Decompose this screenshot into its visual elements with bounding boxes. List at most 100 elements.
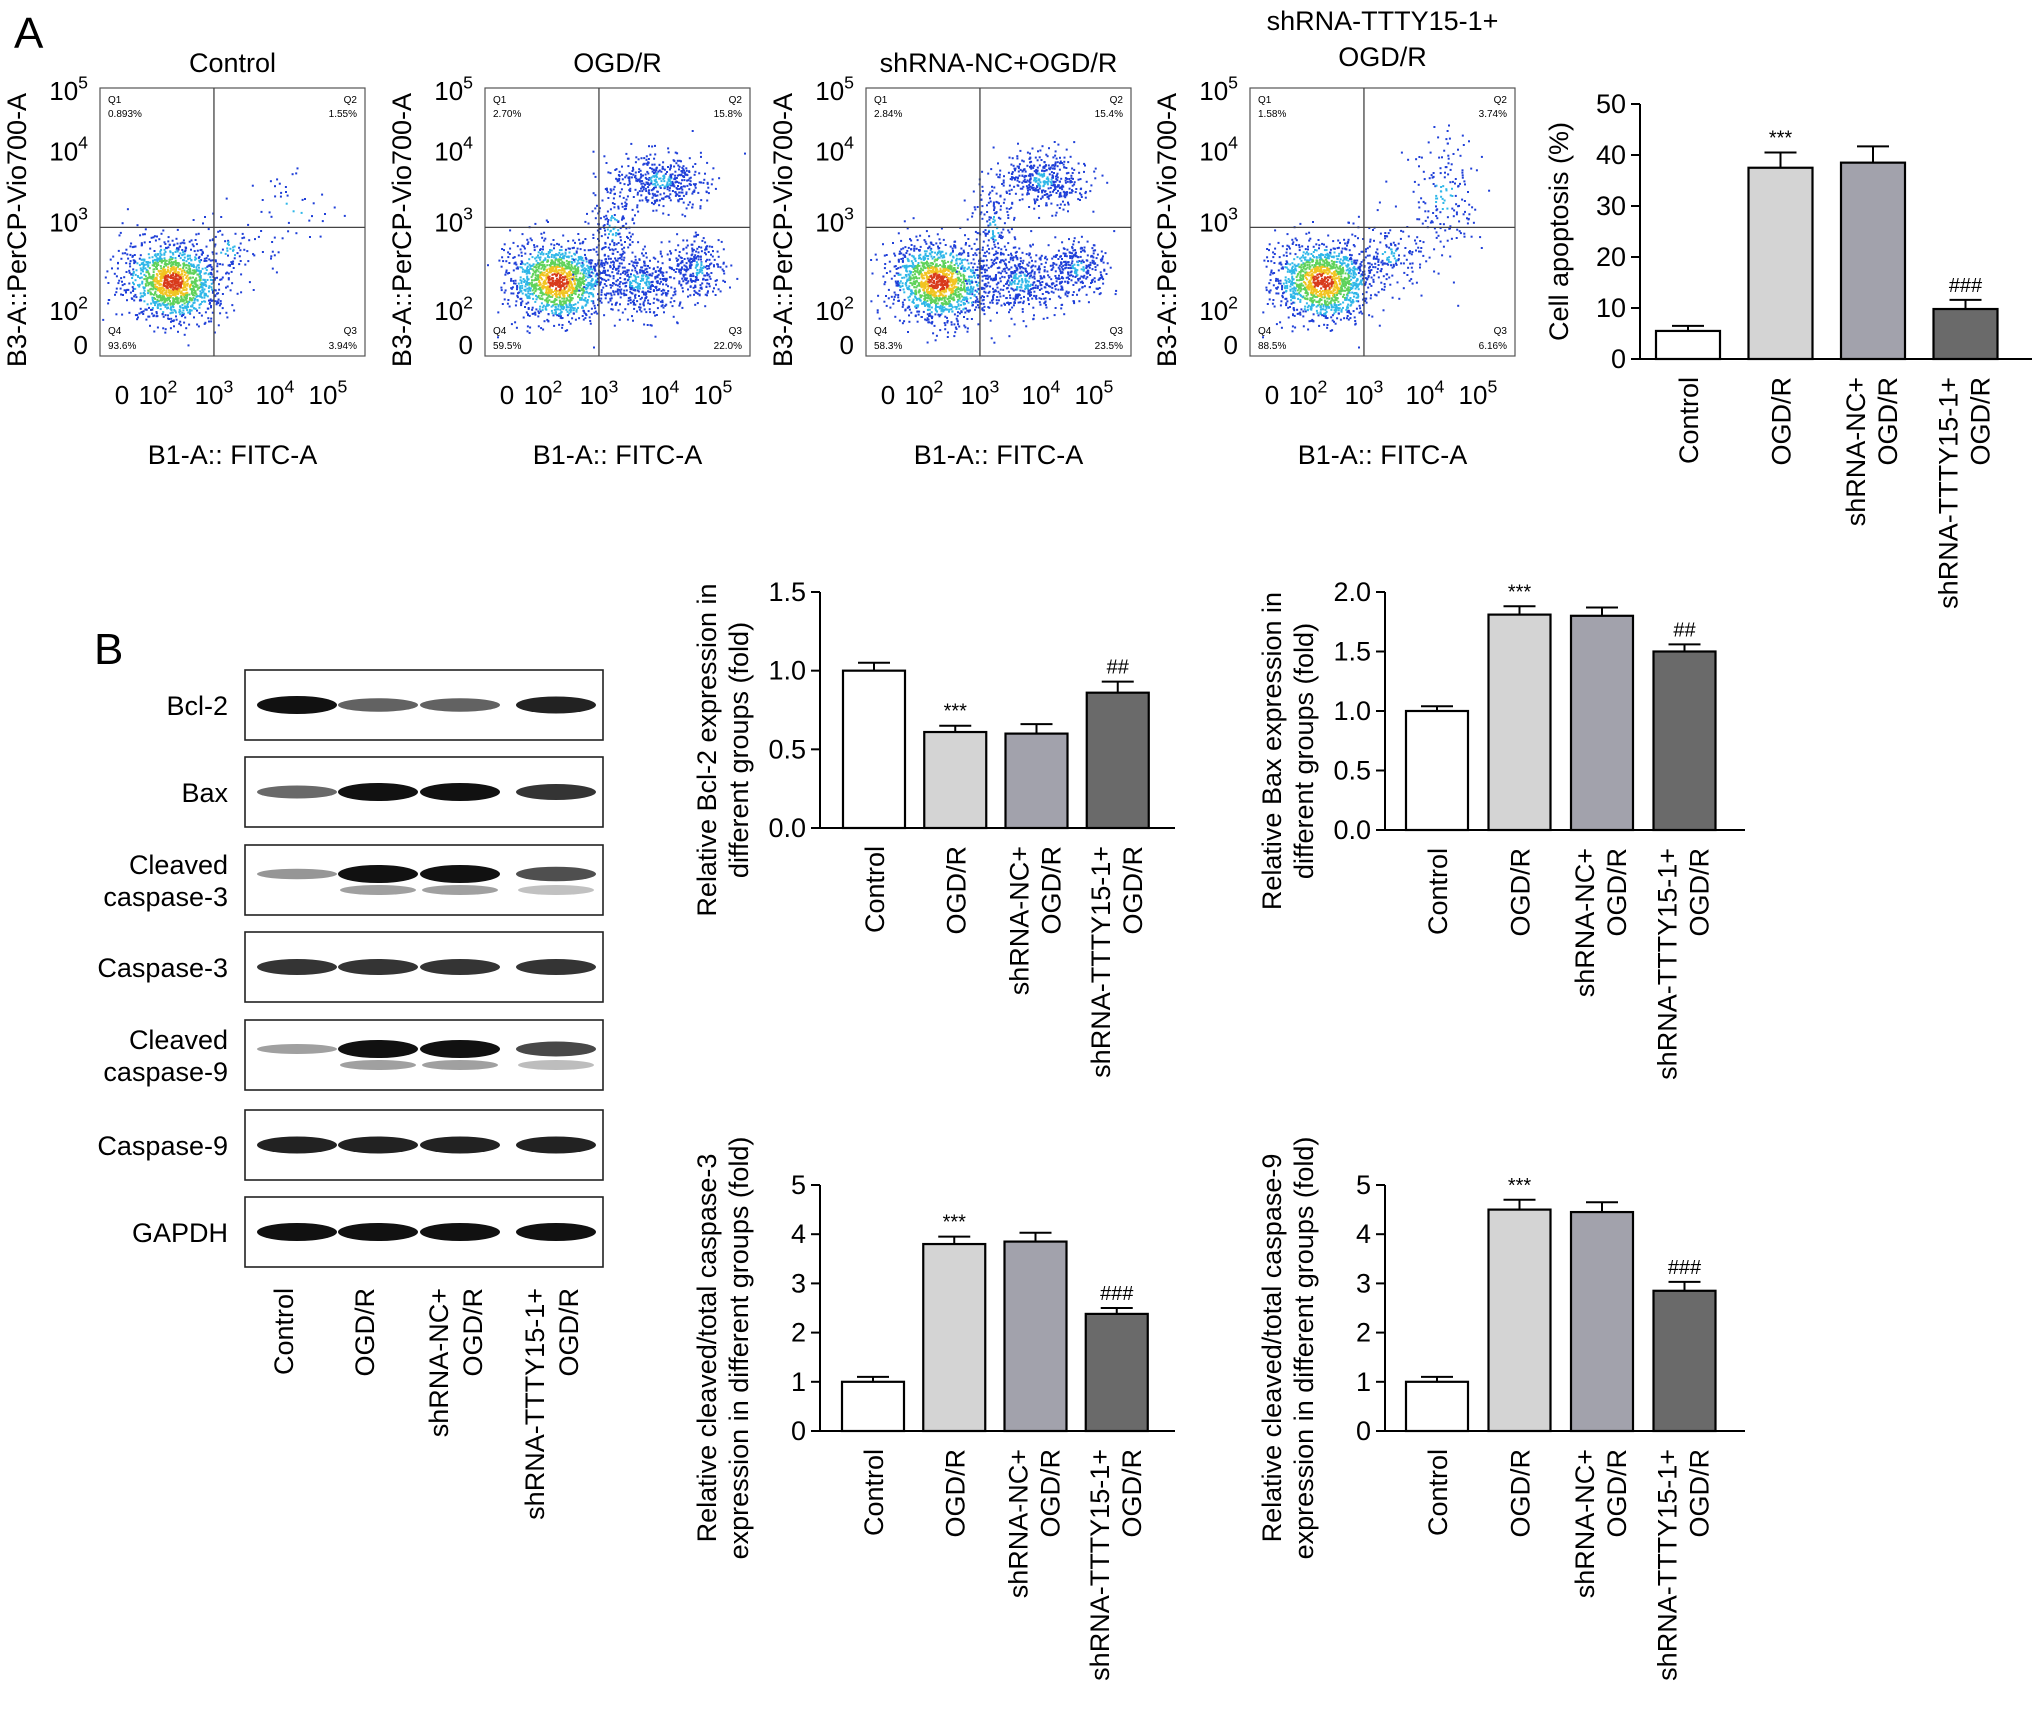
flow-dot bbox=[161, 276, 164, 279]
flow-dot bbox=[163, 252, 166, 255]
flow-dot bbox=[677, 200, 680, 202]
flow-dot bbox=[687, 288, 689, 291]
flow-dot bbox=[146, 281, 149, 284]
flow-dot bbox=[898, 252, 901, 255]
flow-dot bbox=[928, 308, 931, 311]
flow-dot bbox=[597, 298, 600, 301]
flow-dot bbox=[949, 271, 952, 274]
flow-dot bbox=[929, 296, 932, 299]
flow-dot bbox=[190, 263, 193, 266]
flow-dot bbox=[641, 199, 644, 202]
flow-dot bbox=[706, 161, 709, 164]
flow-dot bbox=[559, 253, 562, 256]
flow-dot bbox=[188, 277, 191, 280]
flow-dot bbox=[670, 297, 673, 300]
flow-dot bbox=[609, 172, 612, 175]
flow-dot bbox=[548, 277, 551, 280]
flow-dot bbox=[528, 287, 531, 290]
flow-dot bbox=[948, 284, 950, 287]
flow-dot bbox=[675, 187, 678, 189]
flow-dot bbox=[624, 241, 626, 243]
flow-dot bbox=[660, 255, 663, 258]
flow-dot bbox=[542, 287, 545, 290]
flow-dot bbox=[595, 250, 598, 253]
flow-dot bbox=[605, 214, 608, 217]
flow-dot bbox=[688, 188, 691, 191]
flow-dot bbox=[675, 257, 678, 260]
flow-dot bbox=[681, 213, 684, 216]
flow-dot bbox=[633, 176, 636, 179]
flow-dot bbox=[901, 322, 904, 325]
flow-dot bbox=[548, 281, 551, 284]
flow-dot bbox=[174, 311, 177, 314]
flow-dot bbox=[912, 263, 915, 266]
flow-dot bbox=[535, 282, 538, 285]
flow-dot bbox=[947, 265, 950, 268]
flow-dot bbox=[568, 312, 571, 315]
flow-dot bbox=[902, 288, 905, 291]
flow-dot bbox=[692, 275, 695, 278]
flow-dot bbox=[608, 233, 610, 236]
flow-dot bbox=[640, 296, 643, 299]
flow-dot bbox=[581, 292, 584, 295]
flow-dot bbox=[695, 250, 698, 253]
flow-dot bbox=[905, 265, 908, 268]
flow-dot bbox=[681, 306, 684, 309]
flow-dot bbox=[178, 278, 181, 281]
flow-dot bbox=[166, 270, 169, 273]
flow-dot bbox=[561, 282, 564, 285]
flow-dot bbox=[189, 268, 192, 270]
flow-dot bbox=[521, 300, 524, 303]
flow-dot bbox=[221, 276, 224, 279]
flow-dot bbox=[661, 165, 664, 168]
flow-dot bbox=[535, 266, 538, 269]
flow-dot bbox=[175, 287, 178, 290]
flow-dot bbox=[610, 219, 613, 222]
flow-dot bbox=[154, 301, 157, 304]
flow-dot bbox=[608, 274, 611, 277]
flow-dot bbox=[624, 270, 627, 273]
flow-dot bbox=[951, 247, 954, 250]
flow-dot bbox=[218, 304, 221, 307]
flow-dot bbox=[552, 282, 554, 285]
flow-dot bbox=[215, 303, 218, 306]
flow-dot bbox=[621, 205, 624, 208]
flow-dot bbox=[193, 280, 196, 283]
flow-dot bbox=[679, 174, 682, 177]
flow-dot bbox=[532, 297, 535, 300]
flow-dot bbox=[591, 285, 594, 288]
flow-dot bbox=[961, 281, 963, 284]
flow-dot bbox=[916, 284, 919, 287]
flow-dot bbox=[535, 269, 538, 272]
flow-dot bbox=[539, 286, 541, 289]
flow-dot bbox=[154, 304, 156, 307]
flow-dot bbox=[694, 280, 697, 283]
flow-dot bbox=[192, 245, 195, 248]
flow-dot bbox=[983, 296, 985, 299]
flow-dot bbox=[230, 261, 233, 264]
flow-dot bbox=[914, 296, 917, 299]
flow-dot bbox=[160, 261, 163, 264]
flow-dot bbox=[196, 269, 199, 272]
flow-dot bbox=[185, 294, 188, 297]
flow-dot bbox=[570, 269, 573, 272]
flow-dot bbox=[606, 191, 609, 194]
flow-dot bbox=[157, 253, 159, 256]
flow-dot bbox=[594, 207, 597, 210]
flow-dot bbox=[239, 242, 242, 245]
flow-dot bbox=[193, 298, 196, 301]
flow-dot bbox=[186, 255, 189, 258]
flow-dot bbox=[962, 273, 965, 276]
flow-dot bbox=[179, 264, 182, 267]
flow-dot bbox=[141, 280, 144, 283]
flow-dot bbox=[940, 297, 943, 300]
flow-dot bbox=[149, 247, 152, 250]
flow-dot bbox=[610, 216, 613, 219]
flow-dot bbox=[170, 289, 173, 292]
flow-dot bbox=[938, 307, 941, 310]
flow-dot bbox=[622, 292, 625, 295]
flow-dot bbox=[174, 257, 177, 259]
flow-dot bbox=[176, 299, 179, 302]
flow-dot bbox=[565, 290, 568, 293]
flow-dot bbox=[647, 178, 650, 181]
